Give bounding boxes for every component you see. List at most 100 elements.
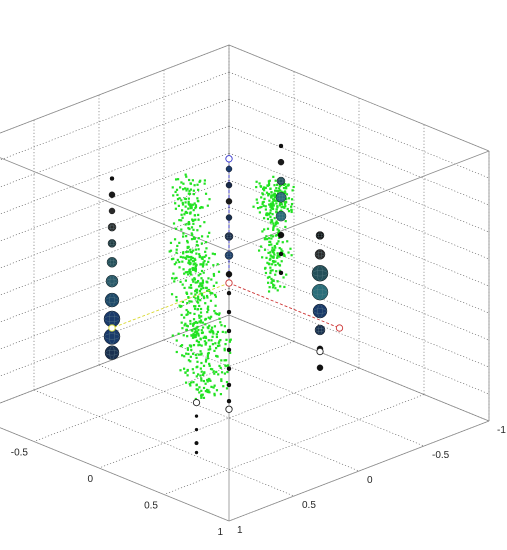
cloud-point [278,263,281,267]
cloud-point [290,210,293,214]
cloud-point [184,371,187,374]
cloud-point [185,308,188,312]
cloud-point [207,260,210,263]
cloud-point [181,300,185,303]
cloud-point [215,312,218,316]
sphere-point [226,290,232,296]
cloud-point [278,255,281,258]
cloud-point [266,217,270,221]
gridline [228,152,490,260]
cloud-point [187,223,190,226]
sphere-mesh [279,177,283,185]
cloud-point [278,236,281,240]
cloud-point [275,189,278,192]
sphere-mesh [317,265,323,281]
cloud-point [186,347,189,350]
cloud-point [187,221,190,224]
x-tick-label: -0.5 [11,448,29,459]
cloud-point [272,228,275,231]
cloud-point [269,215,272,218]
cloud-point [203,371,206,374]
cloud-point [290,198,294,201]
cloud-point [266,276,270,279]
cloud-point [266,227,270,230]
cloud-point [177,332,180,335]
cloud-point [208,257,211,260]
cloud-point [175,251,178,254]
cloud-point [196,297,200,300]
cloud-point [195,388,198,391]
cloud-point [191,368,194,371]
cloud-point [278,187,281,190]
cloud-point [259,206,262,209]
cloud-point [280,190,283,193]
cloud-point [177,204,180,207]
cloud-point [193,327,196,330]
cloud-point [213,394,216,397]
cloud-point [184,381,188,384]
cloud-point [285,193,289,196]
sphere-point [226,328,232,334]
cloud-point [280,206,283,209]
cloud-point [199,299,202,302]
cloud-point [269,266,272,269]
cloud-point [213,372,216,375]
cloud-point [207,348,210,351]
cloud-point [190,344,193,347]
cloud-point [196,281,199,284]
cloud-point [225,380,229,384]
cloud-point [284,220,287,223]
cloud-point [269,205,272,208]
open-markers [108,155,344,413]
cloud-point [194,397,197,401]
cloud-point [282,191,285,194]
sphere-point [104,345,120,360]
cloud-point [201,265,205,268]
cloud-point [269,271,272,275]
sphere-point [107,222,117,232]
cloud-point [173,280,176,283]
cloud-point [200,377,203,380]
cloud-point [186,335,189,338]
cloud-point [208,345,212,348]
cloud-point [194,204,198,207]
cloud-point [255,180,258,183]
cloud-point [215,281,218,284]
cloud-point [256,206,260,210]
cloud-point [267,281,270,284]
cloud-point [213,384,216,387]
gridline [33,389,295,497]
cloud-point [274,221,277,224]
cloud-point [185,324,189,327]
cloud-point [271,286,275,289]
cloud-point [191,352,195,355]
cloud-point [267,251,270,254]
cloud-point [275,187,278,190]
cloud-point [274,234,277,237]
cloud-point [210,292,213,295]
cloud-point [188,344,192,347]
sphere-mesh [276,195,286,200]
gridline [163,339,425,447]
cloud-point [200,344,203,347]
cloud-point [274,189,277,192]
cloud-point [193,321,196,324]
cloud-point [200,361,203,365]
cloud-point [225,387,229,390]
cloud-point [270,263,274,266]
cloud-point [186,310,190,313]
cloud-point [278,203,282,206]
sphere-mesh [312,289,328,296]
cloud-point [270,243,273,246]
cloud-point [282,186,286,190]
cloud-point [189,270,192,274]
cloud-point [189,248,192,251]
cloud-point [175,188,179,191]
sphere-point [225,214,233,221]
cloud-point [284,225,287,229]
cloud-point [197,285,201,288]
cloud-point [190,292,193,295]
sphere-point [224,251,234,260]
cloud-point [171,186,174,189]
cloud-point [200,269,204,273]
